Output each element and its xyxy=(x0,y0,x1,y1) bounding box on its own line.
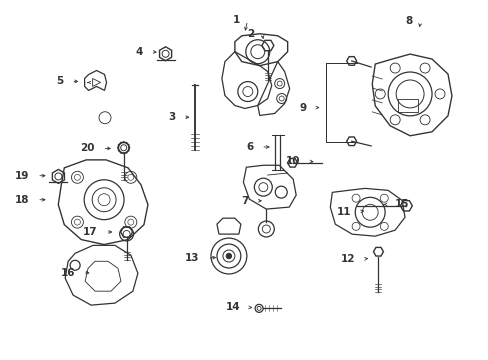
Text: 15: 15 xyxy=(394,199,408,210)
Text: 7: 7 xyxy=(241,196,248,206)
Text: 20: 20 xyxy=(80,143,94,153)
Text: 13: 13 xyxy=(185,253,199,263)
Text: 17: 17 xyxy=(82,227,97,237)
Text: 3: 3 xyxy=(168,112,175,122)
Text: 12: 12 xyxy=(340,254,355,264)
Text: 8: 8 xyxy=(405,17,412,27)
Text: 18: 18 xyxy=(15,195,29,205)
Text: 14: 14 xyxy=(225,302,240,312)
Text: 19: 19 xyxy=(15,171,29,181)
Text: 11: 11 xyxy=(336,207,351,217)
Circle shape xyxy=(226,253,231,258)
Text: 4: 4 xyxy=(136,46,143,57)
Text: 16: 16 xyxy=(61,267,75,278)
Text: 9: 9 xyxy=(299,103,306,113)
Text: 5: 5 xyxy=(56,76,63,86)
Text: 10: 10 xyxy=(285,156,300,166)
Text: 2: 2 xyxy=(246,29,254,39)
Text: 1: 1 xyxy=(232,15,239,26)
Text: 6: 6 xyxy=(245,142,253,152)
